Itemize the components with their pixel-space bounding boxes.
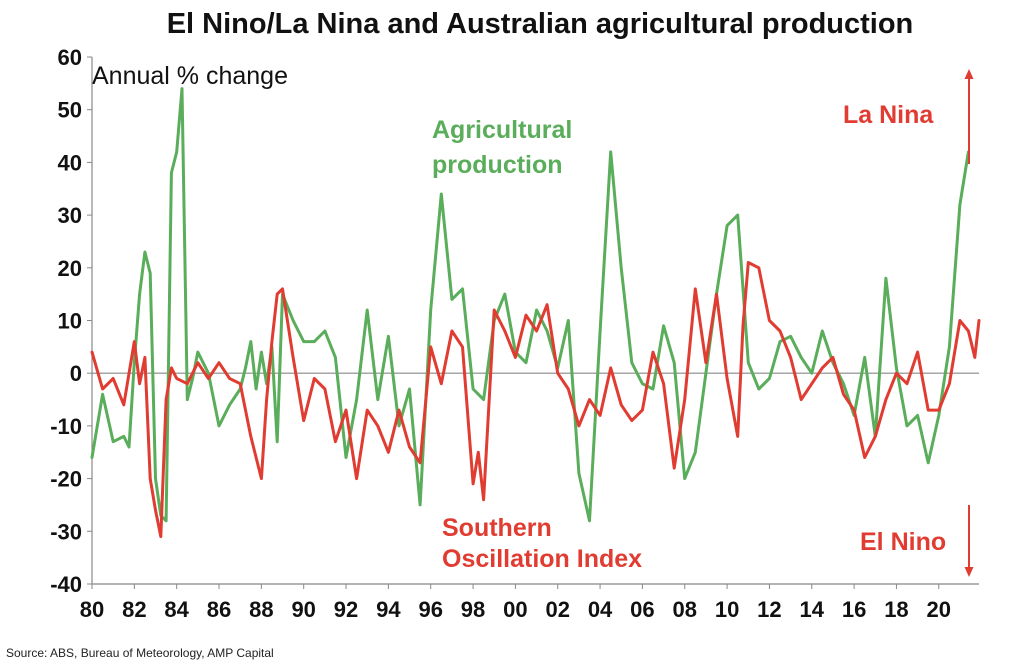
y-tick-label: -40: [50, 572, 82, 597]
agri-label-line1: Agricultural: [432, 116, 572, 144]
x-tick-label: 86: [207, 597, 231, 622]
y-tick-label: -20: [50, 467, 82, 492]
agri-label-line2: production: [432, 151, 563, 179]
x-tick-label: 20: [927, 597, 951, 622]
x-tick-label: 96: [418, 597, 442, 622]
el-nino-label: El Nino: [860, 528, 946, 556]
chart-title: El Nino/La Nina and Australian agricultu…: [167, 8, 914, 40]
x-tick-label: 80: [80, 597, 104, 622]
y-tick-label: 0: [70, 361, 82, 386]
y-tick-label: 50: [58, 98, 82, 123]
x-tick-label: 04: [588, 597, 613, 622]
y-tick-label: -30: [50, 519, 82, 544]
series-layer: [90, 87, 981, 539]
x-tick-label: 88: [249, 597, 273, 622]
y-tick-label: 60: [58, 45, 82, 70]
x-tick-label: 90: [291, 597, 315, 622]
x-tick-label: 02: [545, 597, 569, 622]
y-tick-label: 10: [58, 309, 82, 334]
x-tick-label: 06: [630, 597, 654, 622]
y-tick-label: 40: [58, 150, 82, 175]
axes: -40 -30 -20 -10 0 10 20 30 40 50 60 80 82 84 86 88 90 92 9…: [50, 45, 979, 622]
x-tick-label: 14: [800, 597, 825, 622]
la-nina-arrow-icon: [964, 69, 974, 164]
x-tick-label: 12: [757, 597, 781, 622]
y-tick-label: 20: [58, 256, 82, 281]
x-tick-label: 98: [461, 597, 485, 622]
la-nina-label: La Nina: [843, 101, 934, 129]
soi-label-line1: Southern: [442, 514, 552, 542]
y-tick-label: -10: [50, 414, 82, 439]
x-tick-label: 00: [503, 597, 527, 622]
x-tick-label: 08: [673, 597, 697, 622]
y-tick-label: 30: [58, 203, 82, 228]
x-tick-label: 16: [842, 597, 866, 622]
x-tick-label: 10: [715, 597, 739, 622]
x-tick-label: 94: [376, 597, 401, 622]
x-tick-label: 82: [122, 597, 146, 622]
source-note: Source: ABS, Bureau of Meteorology, AMP …: [6, 646, 274, 660]
soi-label-line2: Oscillation Index: [442, 545, 642, 573]
x-tick-label: 92: [334, 597, 358, 622]
el-nino-arrow-icon: [964, 505, 974, 577]
x-tick-label: 84: [164, 597, 189, 622]
y-axis-label: Annual % change: [92, 62, 288, 90]
series-line-soi: [90, 261, 981, 539]
x-tick-label: 18: [884, 597, 908, 622]
series-line-agri: [90, 87, 970, 523]
